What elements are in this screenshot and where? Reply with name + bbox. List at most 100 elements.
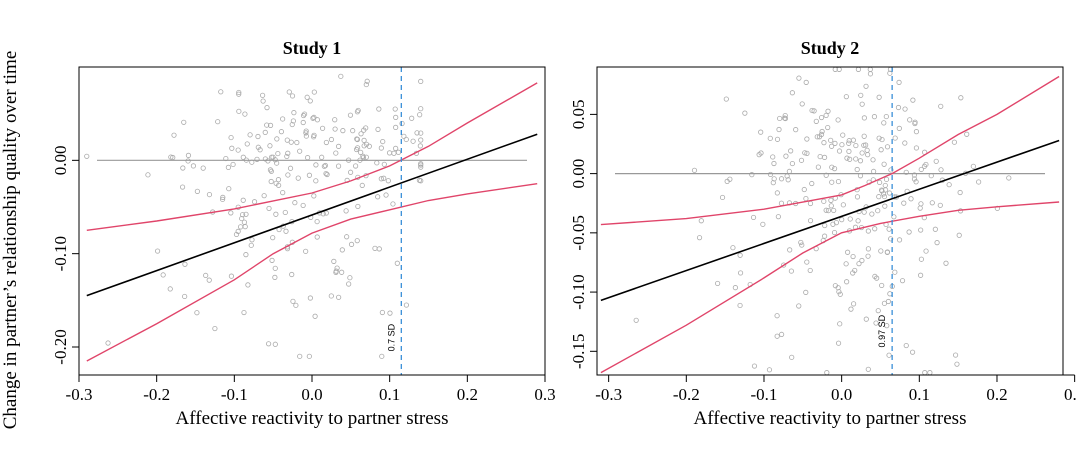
scatter-point [239, 212, 246, 218]
scatter-point [266, 205, 272, 212]
scatter-point [778, 200, 785, 206]
scatter-point [395, 149, 402, 155]
scatter-point [257, 147, 263, 153]
scatter-point [303, 248, 309, 254]
scatter-point [353, 163, 359, 169]
scatter-point [241, 219, 248, 225]
scatter-point [380, 138, 386, 145]
regression-line [86, 133, 538, 297]
scatter-point [243, 211, 249, 217]
scatter-point [855, 66, 862, 72]
scatter-point [775, 214, 781, 220]
plot-frame [78, 66, 546, 376]
scatter-point [403, 302, 410, 308]
scatter-point [238, 224, 244, 230]
scatter-point [788, 268, 794, 274]
confidence-band-lower [86, 183, 538, 362]
scatter-point [799, 242, 805, 248]
scatter-point [831, 166, 838, 172]
scatter-point [335, 163, 342, 169]
scatter-point [796, 303, 802, 309]
scatter-point [379, 309, 385, 316]
scatter-point [248, 242, 254, 248]
scatter-point [346, 281, 352, 287]
scatter-point [822, 222, 828, 229]
scatter-point [376, 246, 382, 252]
scatter-point [242, 224, 248, 230]
scatter-point [749, 172, 755, 178]
scatter-point [879, 282, 885, 289]
scatter-point [312, 313, 318, 319]
scatter-point [872, 273, 878, 280]
scatter-point [240, 197, 246, 203]
scatter-point [844, 279, 850, 285]
scatter-point [857, 158, 864, 164]
scatter-point [811, 108, 817, 114]
scatter-point [206, 191, 213, 198]
scatter-point [869, 211, 875, 217]
scatter-point [228, 273, 235, 279]
scatter-point [807, 200, 814, 207]
scatter-point [875, 208, 881, 214]
scatter-point [902, 106, 908, 112]
scatter-point [401, 133, 407, 139]
scatter-point [180, 165, 186, 171]
scatter-point [867, 71, 874, 77]
scatter-point [929, 200, 935, 206]
scatter-point [958, 95, 964, 101]
scatter-point [876, 94, 882, 100]
x-tick-label: 0.0 [301, 385, 322, 404]
scatter-point [268, 154, 275, 160]
scatter-point [858, 92, 864, 98]
scatter-point [918, 272, 924, 278]
scatter-point [846, 138, 852, 144]
scatter-point [892, 135, 898, 141]
scatter-point [393, 124, 399, 130]
scatter-point [836, 148, 843, 154]
scatter-point [873, 320, 879, 326]
scatter-point [887, 291, 893, 297]
scatter-point [829, 179, 835, 185]
scatter-points [84, 73, 424, 359]
scatter-point [918, 227, 924, 233]
scatter-point [275, 150, 281, 157]
scatter-point [235, 147, 241, 153]
scatter-point [943, 260, 949, 266]
scatter-point [867, 66, 873, 72]
scatter-point [200, 165, 206, 171]
scatter-point [902, 140, 908, 146]
scatter-point [203, 272, 209, 279]
scatter-point [766, 367, 773, 373]
scatter-point [878, 147, 884, 153]
scatter-point [633, 317, 639, 323]
scatter-point [877, 179, 883, 186]
scatter-point [853, 156, 859, 162]
scatter-point [323, 210, 329, 216]
scatter-point [938, 103, 944, 109]
scatter-point [758, 150, 764, 156]
scatter-point [354, 145, 361, 151]
scatter-point [303, 130, 309, 136]
scatter-point [264, 122, 270, 128]
scatter-point [241, 309, 247, 316]
scatter-point [323, 170, 329, 177]
scatter-point [372, 245, 378, 251]
x-tick-label: -0.2 [143, 385, 170, 404]
scatter-point [816, 134, 823, 140]
shared-y-axis-label: Change in partner’s relationship quality… [0, 51, 21, 430]
scatter-point [378, 176, 384, 182]
scatter-point [386, 150, 393, 156]
scatter-point [844, 155, 850, 161]
scatter-point [340, 128, 346, 134]
scatter-point [375, 126, 381, 133]
scatter-point [297, 148, 303, 154]
scatter-point [785, 177, 791, 183]
scatter-point [245, 282, 251, 288]
scatter-point [863, 83, 869, 89]
scatter-point [796, 75, 802, 81]
scatter-point [348, 241, 355, 247]
scatter-point [300, 112, 307, 119]
y-tick-label: -0.05 [569, 215, 588, 250]
scatter-point [105, 340, 111, 346]
